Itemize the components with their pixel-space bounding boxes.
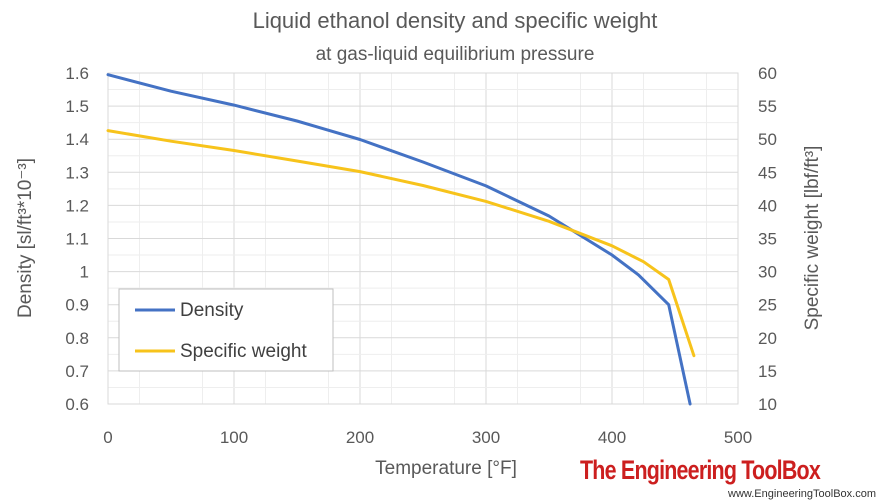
y-left-tick-label: 1.5 [65,97,89,116]
series-line-specific-weight [106,129,696,358]
plot-area-border [107,72,739,405]
chart-subtitle: at gas-liquid equilibrium pressure [316,44,595,65]
legend-label-specific-weight: Specific weight [180,341,307,362]
y-right-tick-label: 50 [758,130,777,149]
x-tick-label: 200 [346,428,374,447]
y-right-tick-label: 15 [758,362,777,381]
legend-box [118,288,334,372]
x-axis-ticks: 0 100 200 300 400 500 [103,428,752,447]
y-right-tick-label: 60 [758,64,777,83]
y-left-axis-ticks: 0.6 0.7 0.8 0.9 1 1.1 1.2 1.3 1.4 1.5 1.6 [65,64,89,414]
y-right-tick-label: 30 [758,263,777,282]
y-left-tick-label: 1.2 [65,196,89,215]
chart-title: Liquid ethanol density and specific weig… [253,8,658,33]
y-right-tick-label: 25 [758,296,777,315]
y-right-axis-ticks: 10 15 20 25 30 35 40 45 50 55 60 [758,64,777,414]
x-tick-label: 500 [724,428,752,447]
y-right-tick-label: 55 [758,97,777,116]
y-left-axis-label: Density [sl/ft³*10⁻³] [15,158,36,318]
x-tick-label: 100 [220,428,248,447]
y-left-tick-label: 1.1 [65,230,89,249]
y-right-tick-label: 20 [758,329,777,348]
y-left-tick-label: 0.9 [65,296,89,315]
y-right-tick-label: 10 [758,395,777,414]
x-tick-label: 400 [598,428,626,447]
brand-logo: The Engineering ToolBox [580,455,821,485]
y-left-tick-label: 0.8 [65,329,89,348]
y-left-tick-label: 0.6 [65,395,89,414]
x-tick-label: 0 [103,428,112,447]
x-axis-label: Temperature [°F] [375,458,517,479]
y-left-tick-label: 0.7 [65,362,89,381]
y-right-axis-label: Specific weight [lbf/ft³] [802,146,823,331]
y-left-tick-label: 1.6 [65,64,89,83]
series-line-density [106,73,692,406]
y-left-tick-label: 1 [80,263,89,282]
y-right-tick-label: 45 [758,163,777,182]
x-tick-label: 300 [472,428,500,447]
y-right-tick-label: 35 [758,230,777,249]
legend: Density Specific weight [118,288,334,372]
series-lines [106,73,696,406]
y-left-tick-label: 1.3 [65,163,89,182]
brand-url: www.EngineeringToolBox.com [727,488,876,500]
y-right-tick-label: 40 [758,196,777,215]
y-left-tick-label: 1.4 [65,130,89,149]
legend-label-density: Density [180,300,244,321]
